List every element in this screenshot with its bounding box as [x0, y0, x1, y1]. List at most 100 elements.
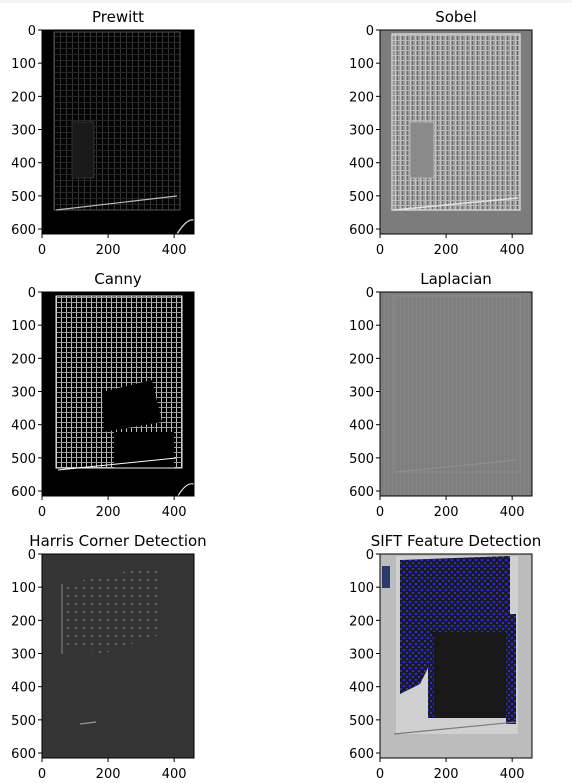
bottom-edge-line — [393, 721, 517, 735]
y-tick-label: 300 — [11, 124, 36, 139]
panel-title: SIFT Feature Detection — [371, 532, 542, 550]
x-tick-label: 400 — [500, 243, 525, 258]
y-tick-label: 600 — [11, 223, 36, 238]
x-tick-label: 400 — [162, 243, 187, 258]
x-tick-label: 400 — [162, 767, 187, 782]
x-tick-label: 0 — [38, 243, 46, 258]
y-tick-label: 500 — [11, 452, 36, 467]
bottom-edge-line — [395, 459, 517, 473]
y-tick-label: 500 — [349, 190, 374, 205]
bottom-edge-line — [55, 195, 178, 211]
y-tick-label: 400 — [11, 681, 36, 696]
bottom-edge-line — [393, 197, 519, 211]
door-frame-edge — [393, 295, 521, 473]
texture-region — [54, 32, 180, 210]
keypoint-cluster-top — [400, 556, 510, 694]
y-tick-label: 0 — [28, 548, 36, 563]
x-tick-label: 400 — [162, 505, 187, 520]
y-tick-label: 600 — [11, 747, 36, 762]
x-tick-label: 200 — [96, 767, 121, 782]
y-tick-label: 200 — [11, 614, 36, 629]
y-tick-label: 0 — [366, 286, 374, 301]
corner-response-region — [64, 564, 162, 654]
x-tick-label: 200 — [96, 505, 121, 520]
handle-region — [409, 121, 435, 179]
bottom-response — [79, 721, 97, 725]
dark-blob — [102, 380, 162, 432]
chart-panel-1: Prewitt 0 200 400 0 100 200 300 400 500 600 — [11, 8, 195, 258]
chart-panel-4: Laplacian 0 200 400 0 100 200 300 400 500 600 — [349, 270, 533, 520]
y-tick-label: 100 — [349, 57, 374, 72]
x-tick-label: 200 — [434, 243, 459, 258]
handle-region — [71, 121, 95, 179]
y-tick-label: 600 — [349, 223, 374, 238]
y-tick-label: 0 — [366, 548, 374, 563]
corner-curve — [176, 219, 195, 235]
y-tick-label: 300 — [349, 648, 374, 663]
y-tick-label: 300 — [11, 648, 36, 663]
axes-frame — [379, 29, 533, 235]
y-tick-label: 600 — [349, 747, 374, 762]
x-tick-label: 200 — [96, 243, 121, 258]
x-tick-label: 0 — [376, 243, 384, 258]
y-tick-label: 600 — [349, 485, 374, 500]
y-tick-label: 300 — [349, 124, 374, 139]
keypoint-cluster-left — [428, 636, 434, 718]
image-bg — [380, 292, 532, 496]
bottom-edge-line — [57, 457, 177, 471]
axes-frame — [379, 291, 533, 497]
window-top-strip — [0, 0, 572, 3]
y-tick-label: 100 — [349, 319, 374, 334]
y-tick-label: 200 — [11, 352, 36, 367]
corner-curve — [177, 483, 195, 497]
y-tick-label: 300 — [349, 386, 374, 401]
y-tick-label: 400 — [349, 157, 374, 172]
panel-title: Harris Corner Detection — [29, 532, 206, 550]
y-tick-label: 0 — [366, 24, 374, 39]
y-tick-label: 0 — [28, 286, 36, 301]
y-tick-label: 500 — [11, 714, 36, 729]
panel-title: Laplacian — [420, 270, 492, 288]
y-tick-label: 200 — [11, 90, 36, 105]
y-tick-label: 100 — [11, 581, 36, 596]
keypoint-cluster-right — [506, 614, 516, 724]
y-tick-label: 200 — [349, 90, 374, 105]
axes-frame — [41, 553, 195, 759]
y-tick-label: 600 — [11, 485, 36, 500]
axes-frame — [379, 553, 533, 759]
x-tick-label: 400 — [500, 505, 525, 520]
y-tick-label: 400 — [11, 157, 36, 172]
y-tick-label: 500 — [349, 714, 374, 729]
y-tick-label: 400 — [349, 419, 374, 434]
dark-lower — [114, 432, 174, 476]
panel-title: Canny — [94, 270, 142, 288]
y-tick-label: 400 — [11, 419, 36, 434]
door-frame-edge — [53, 31, 181, 211]
y-tick-label: 300 — [11, 386, 36, 401]
x-tick-label: 0 — [376, 505, 384, 520]
door-frame-edge — [55, 295, 183, 469]
x-tick-label: 0 — [38, 505, 46, 520]
x-tick-label: 200 — [434, 767, 459, 782]
panel-title: Sobel — [435, 8, 477, 26]
dark-region — [432, 632, 512, 718]
x-tick-label: 0 — [38, 767, 46, 782]
x-tick-label: 200 — [434, 505, 459, 520]
y-tick-label: 100 — [11, 57, 36, 72]
y-tick-label: 100 — [349, 581, 374, 596]
x-tick-label: 0 — [376, 767, 384, 782]
chart-panel-2: Sobel 0 200 400 0 100 200 300 400 500 600 — [349, 8, 533, 258]
y-tick-label: 100 — [11, 319, 36, 334]
axes-frame — [41, 29, 195, 235]
y-tick-label: 500 — [349, 452, 374, 467]
door-frame-edge — [391, 33, 521, 211]
y-tick-label: 400 — [349, 681, 374, 696]
left-sticker — [382, 566, 390, 588]
panel-title: Prewitt — [92, 8, 144, 26]
y-tick-label: 200 — [349, 614, 374, 629]
y-tick-label: 0 — [28, 24, 36, 39]
x-tick-label: 400 — [500, 767, 525, 782]
